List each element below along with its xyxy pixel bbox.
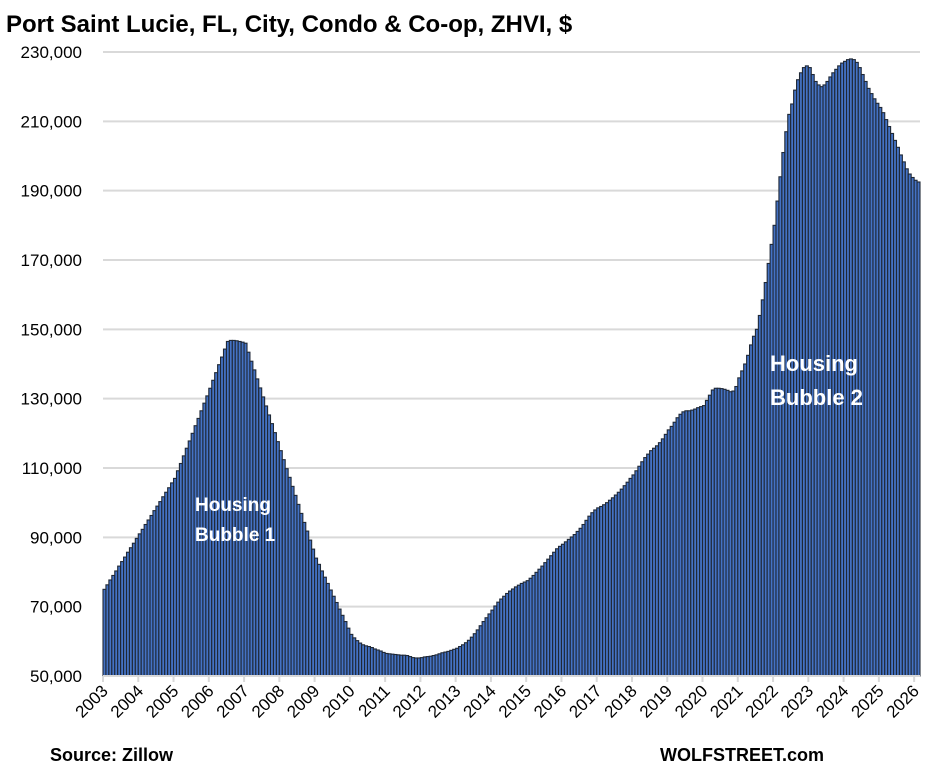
x-tick-label: 2014 <box>460 681 500 721</box>
x-tick-label: 2011 <box>355 681 394 720</box>
x-tick-label: 2024 <box>812 681 852 721</box>
x-tick-label: 2009 <box>283 681 323 721</box>
x-tick-label: 2016 <box>530 681 570 721</box>
x-tick-label: 2026 <box>883 681 923 721</box>
y-tick-label: 150,000 <box>21 320 82 339</box>
x-tick-label: 2017 <box>565 681 605 721</box>
y-tick-label: 210,000 <box>21 112 82 131</box>
y-tick-label: 190,000 <box>21 182 82 201</box>
y-tick-label: 90,000 <box>30 528 82 547</box>
y-axis: 50,000 70,000 90,000 110,000 130,000 150,000 1… <box>21 43 82 686</box>
y-tick-label: 170,000 <box>21 251 82 270</box>
x-tick-label: 2025 <box>848 681 888 721</box>
y-tick-label: 130,000 <box>21 390 82 409</box>
y-tick-label: 70,000 <box>30 598 82 617</box>
annotation-bubble-1: Housing Bubble 1 <box>195 495 276 546</box>
chart-title: Port Saint Lucie, FL, City, Condo & Co-o… <box>6 11 573 38</box>
annotation-line: Housing <box>770 351 858 376</box>
x-tick-label: 2007 <box>213 681 253 721</box>
annotation-line: Bubble 2 <box>770 385 863 410</box>
y-tick-label: 50,000 <box>30 667 82 686</box>
x-tick-label: 2015 <box>495 681 535 721</box>
x-tick-label: 2004 <box>107 681 147 721</box>
x-tick-label: 2020 <box>671 681 711 721</box>
x-tick-label: 2021 <box>706 681 746 721</box>
y-tick-label: 230,000 <box>21 43 82 62</box>
x-tick-label: 2018 <box>601 681 641 721</box>
x-tick-label: 2023 <box>777 681 817 721</box>
x-tick-label: 2022 <box>742 681 782 721</box>
x-tick-label: 2012 <box>389 681 429 721</box>
brand-label: WOLFSTREET.com <box>660 745 824 765</box>
x-tick-label: 2006 <box>177 681 217 721</box>
x-tick-label: 2008 <box>248 681 288 721</box>
x-tick-label: 2005 <box>142 681 182 721</box>
x-tick-label: 2003 <box>72 681 112 721</box>
y-tick-label: 110,000 <box>22 459 82 478</box>
annotation-bubble-2: Housing Bubble 2 <box>770 351 863 410</box>
source-label: Source: Zillow <box>50 745 174 765</box>
annotation-line: Housing <box>195 495 271 516</box>
x-tick-label: 2019 <box>636 681 676 721</box>
x-axis: 2003200420052006200720082009201020112012… <box>72 675 923 722</box>
annotation-line: Bubble 1 <box>195 525 276 546</box>
x-tick-label: 2013 <box>424 681 464 721</box>
x-tick-label: 2010 <box>319 681 359 721</box>
bar <box>916 181 921 677</box>
